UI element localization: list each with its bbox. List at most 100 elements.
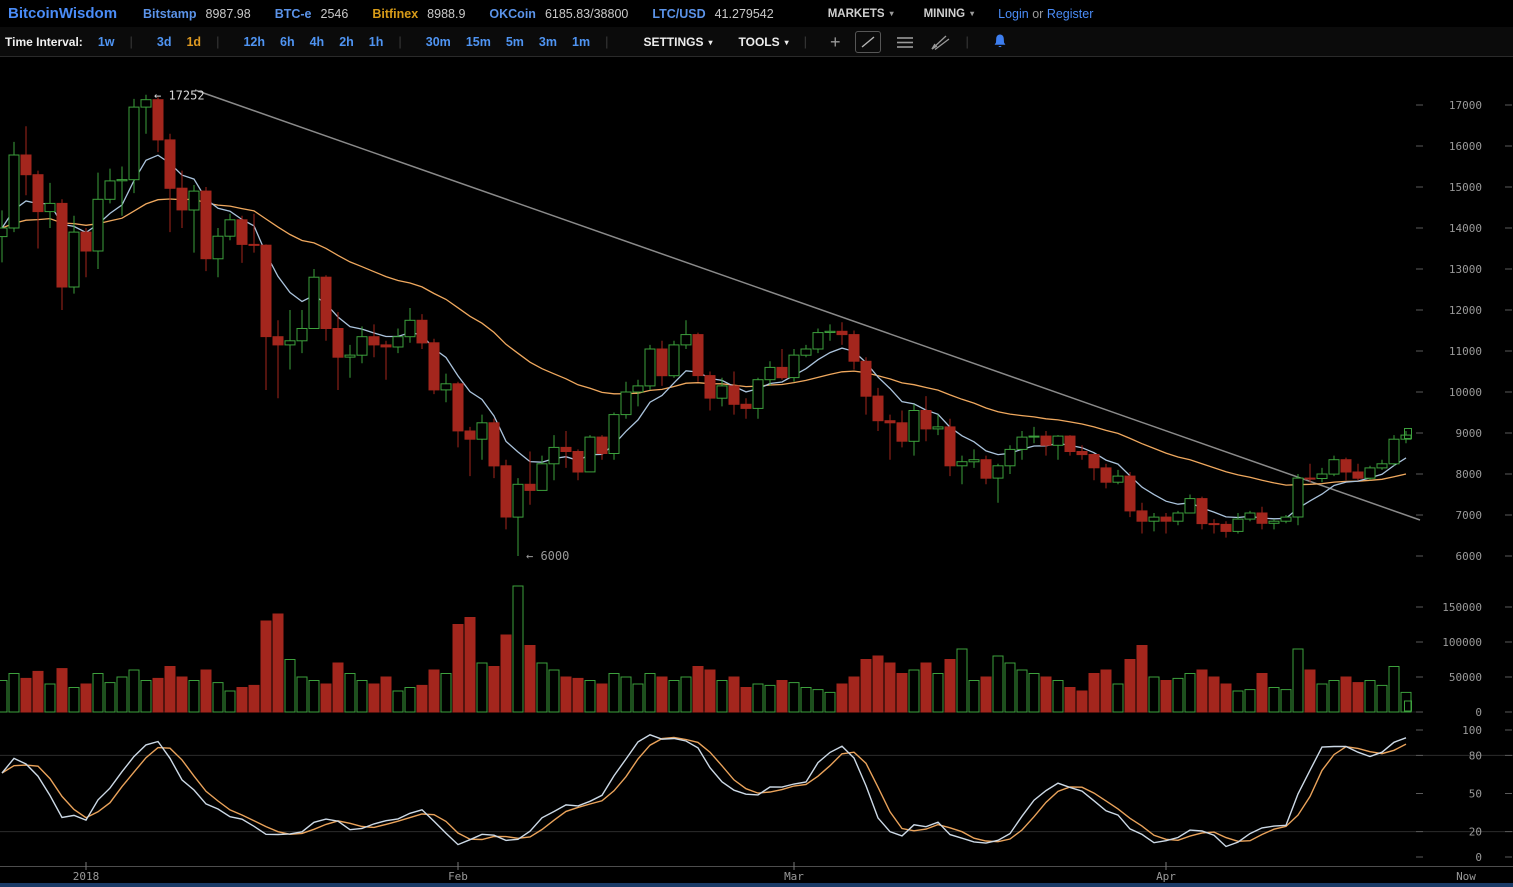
interval-6h[interactable]: 6h <box>280 34 295 49</box>
fan-lines-icon <box>930 35 949 50</box>
svg-text:50: 50 <box>1469 788 1482 801</box>
interval-3d[interactable]: 3d <box>156 34 172 49</box>
mining-menu-label: MINING <box>923 7 966 20</box>
interval-5m[interactable]: 5m <box>505 34 524 49</box>
toolbar-divider: | <box>803 34 808 49</box>
svg-text:6000: 6000 <box>1456 550 1483 563</box>
chevron-down-icon: ▾ <box>970 8 975 18</box>
stochastic-k-line <box>1 734 1407 848</box>
svg-text:100: 100 <box>1462 724 1482 737</box>
diagonal-line-icon <box>861 35 874 48</box>
svg-text:Now: Now <box>1456 870 1476 883</box>
ticker-label: Bitfinex <box>372 6 419 21</box>
ticker-list: Bitstamp 8987.98 BTC-e 2546 Bitfinex 8988.9 OK… <box>143 7 798 21</box>
interval-1h[interactable]: 1h <box>368 34 384 49</box>
interval-15m[interactable]: 15m <box>465 34 491 49</box>
ticker-value: 6185.83/38800 <box>544 6 629 21</box>
svg-text:0: 0 <box>1475 706 1482 719</box>
interval-3m[interactable]: 3m <box>538 34 557 49</box>
price-axis: 17000 16000 15000 14000 13000 12000 11000 10000… <box>1416 99 1512 563</box>
svg-text:10000: 10000 <box>1449 386 1482 399</box>
ticker-label: BTC-e <box>274 6 312 21</box>
login-link[interactable]: Login <box>998 6 1029 21</box>
interval-1w[interactable]: 1w <box>97 34 115 49</box>
svg-text:150000: 150000 <box>1442 601 1482 614</box>
interval-1d[interactable]: 1d <box>186 34 202 49</box>
svg-text:Mar: Mar <box>784 870 804 883</box>
svg-text:14000: 14000 <box>1449 222 1482 235</box>
svg-text:12000: 12000 <box>1449 304 1482 317</box>
ticker-label: OKCoin <box>489 6 536 21</box>
interval-group-divider: | <box>605 34 609 49</box>
ticker-value: 8988.9 <box>427 6 466 21</box>
ticker-bitfinex[interactable]: Bitfinex 8988.9 <box>372 7 465 21</box>
volume-series <box>0 585 1412 713</box>
svg-text:15000: 15000 <box>1449 181 1482 194</box>
trendline-annotation <box>194 89 1421 521</box>
horizontal-lines-tool-icon[interactable] <box>895 34 915 50</box>
chart-toolbar: Time Interval: 1w | 3d 1d | 12h 6h 4h 2h 1h | 30m 15… <box>0 27 1513 57</box>
interval-12h[interactable]: 12h <box>243 34 266 49</box>
svg-text:17000: 17000 <box>1449 99 1482 112</box>
svg-text:16000: 16000 <box>1449 140 1482 153</box>
interval-1m[interactable]: 1m <box>572 34 591 49</box>
chevron-down-icon: ▾ <box>889 8 894 18</box>
ticker-label: LTC/USD <box>652 6 706 21</box>
tools-menu-label: TOOLS <box>738 34 780 49</box>
interval-list: 1w | 3d 1d | 12h 6h 4h 2h 1h | 30m 15m 5m 3m 1m | <box>83 34 618 49</box>
svg-text:← 6000: ← 6000 <box>526 549 569 563</box>
markets-menu-label: MARKETS <box>827 7 885 20</box>
ticker-okcoin[interactable]: OKCoin 6185.83/38800 <box>489 7 628 21</box>
or-label: or <box>1032 6 1044 21</box>
bottom-strip <box>0 883 1513 887</box>
svg-text:Feb: Feb <box>448 870 468 883</box>
alert-bell-icon[interactable] <box>992 33 1008 50</box>
volume-axis: 150000 100000 50000 0 <box>1416 601 1512 719</box>
trendline-tool-icon[interactable] <box>854 30 881 53</box>
ticker-btc-e[interactable]: BTC-e 2546 <box>275 7 349 21</box>
ticker-bitstamp[interactable]: Bitstamp 8987.98 <box>143 7 251 21</box>
tools-menu[interactable]: TOOLS ▾ <box>739 35 789 49</box>
svg-text:80: 80 <box>1469 749 1482 762</box>
register-link[interactable]: Register <box>1046 6 1094 21</box>
ema-fast-line <box>1 154 1407 520</box>
chevron-down-icon: ▾ <box>784 37 789 47</box>
stoch-axis: 100 80 50 20 0 <box>1416 724 1512 864</box>
svg-text:50000: 50000 <box>1449 671 1482 684</box>
price-annotations: ← 17252 ← 6000 <box>154 89 569 563</box>
settings-menu[interactable]: SETTINGS ▾ <box>643 35 712 49</box>
svg-text:7000: 7000 <box>1456 509 1483 522</box>
svg-text:← 17252: ← 17252 <box>154 89 205 103</box>
ema-slow-line <box>1 198 1407 486</box>
svg-text:20: 20 <box>1469 826 1482 839</box>
interval-group-divider: | <box>129 34 133 49</box>
svg-text:0: 0 <box>1475 851 1482 864</box>
settings-menu-label: SETTINGS <box>643 34 704 49</box>
svg-text:Apr: Apr <box>1156 870 1176 883</box>
ticker-value: 8987.98 <box>205 6 251 21</box>
horizontal-lines-icon <box>896 36 913 48</box>
svg-text:2018: 2018 <box>73 870 100 883</box>
chart-canvas[interactable]: 1700016000150001400013000120001100010000… <box>0 57 1513 887</box>
toolbar-divider: | <box>965 34 969 49</box>
mining-menu[interactable]: MINING ▾ <box>924 8 975 20</box>
candlestick-series <box>0 94 1412 556</box>
svg-text:11000: 11000 <box>1449 345 1482 358</box>
ticker-label: Bitstamp <box>143 6 197 21</box>
ticker-value: 2546 <box>320 6 349 21</box>
top-bar: BitcoinWisdom Bitstamp 8987.98 BTC-e 2546 Bi… <box>0 0 1513 27</box>
last-price-marker <box>1404 428 1412 712</box>
interval-group-divider: | <box>398 34 402 49</box>
interval-2h[interactable]: 2h <box>339 34 354 49</box>
interval-30m[interactable]: 30m <box>425 34 451 49</box>
ticker-ltc/usd[interactable]: LTC/USD 41.279542 <box>652 7 773 21</box>
fan-lines-tool-icon[interactable] <box>929 33 951 51</box>
time-axis: 2018 Feb Mar Apr Now <box>0 862 1513 883</box>
svg-text:8000: 8000 <box>1456 468 1483 481</box>
svg-text:9000: 9000 <box>1456 427 1483 440</box>
markets-menu[interactable]: MARKETS ▾ <box>828 8 894 20</box>
interval-group-divider: | <box>216 34 220 49</box>
interval-4h[interactable]: 4h <box>309 34 325 49</box>
brand-logo[interactable]: BitcoinWisdom <box>8 5 118 22</box>
crosshair-tool-icon[interactable]: + <box>830 31 841 52</box>
